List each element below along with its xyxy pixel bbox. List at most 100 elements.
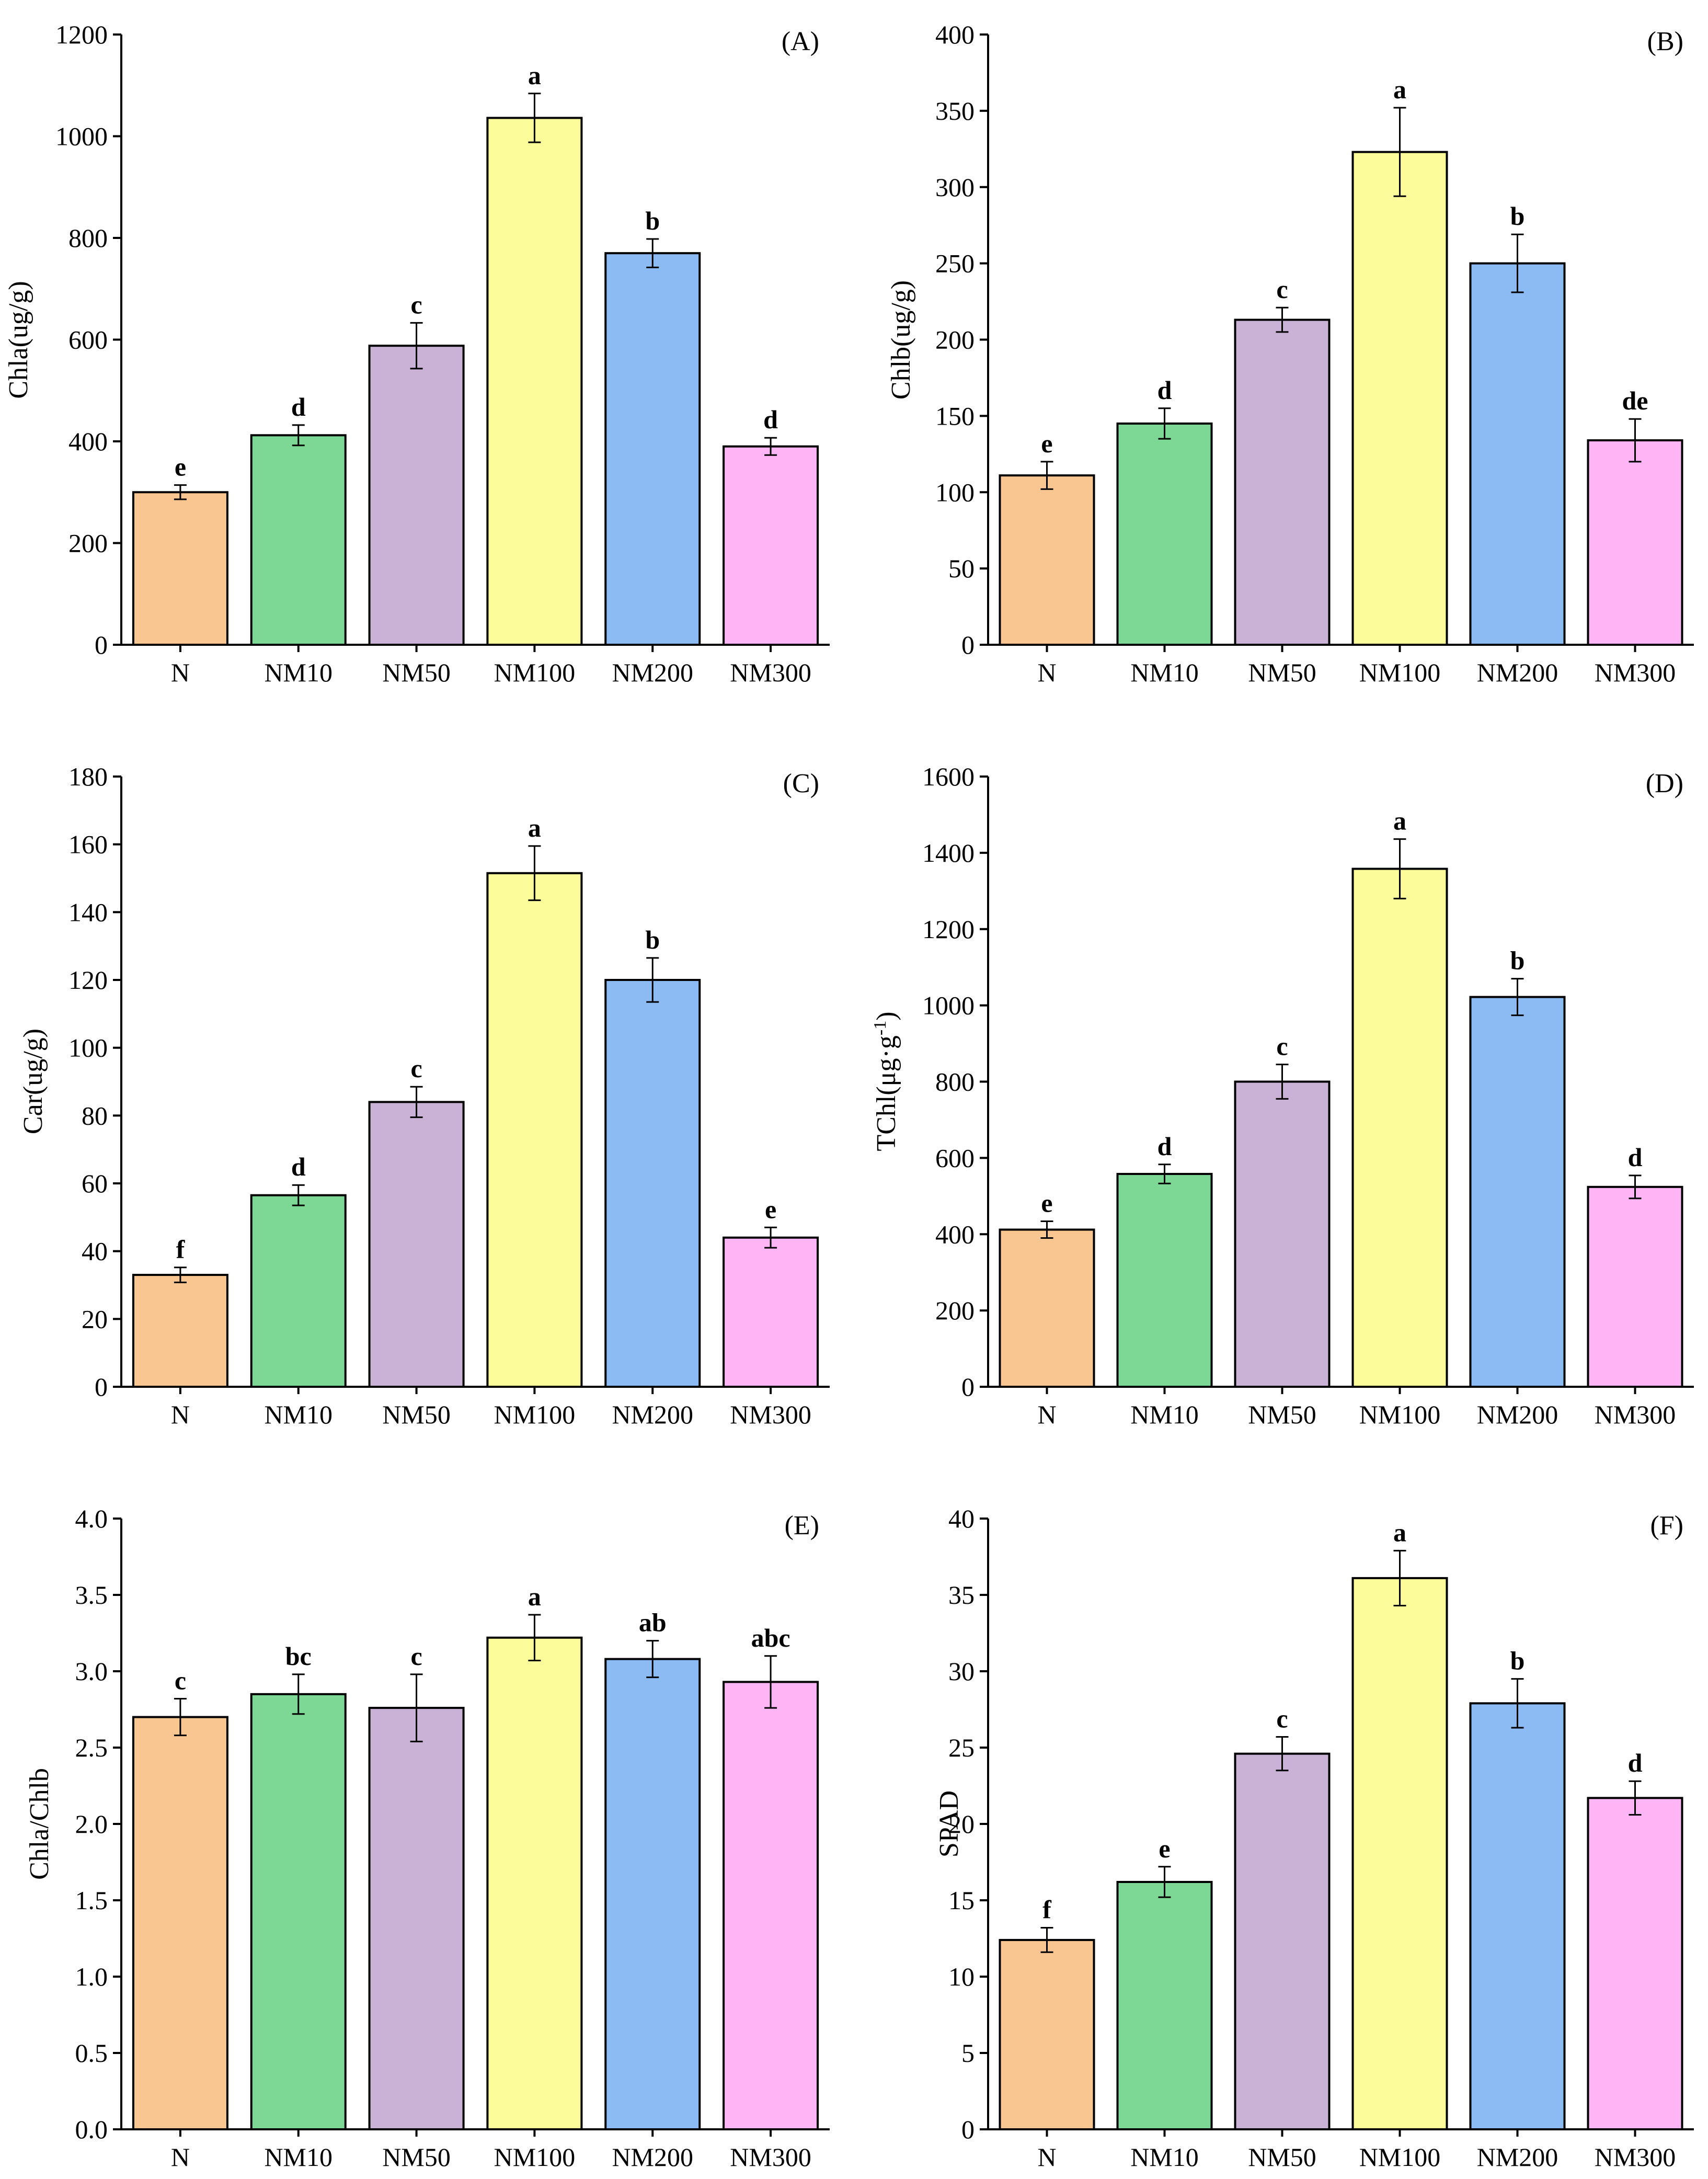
y-tick-label: 1.5	[75, 1886, 108, 1915]
significance-letter: c	[1276, 1704, 1288, 1733]
y-tick-label: 800	[935, 1067, 975, 1097]
bar-N	[132, 491, 228, 646]
bar-N	[132, 1716, 228, 2131]
significance-letter: e	[1159, 1834, 1170, 1863]
y-tick-label: 3.0	[75, 1657, 108, 1686]
x-tick-label: NM200	[612, 1400, 693, 1429]
panel-label: (F)	[1650, 1511, 1683, 1541]
y-axis-title: Car(ug/g)	[18, 1029, 48, 1134]
x-tick-label: N	[171, 658, 190, 687]
significance-letter: e	[175, 452, 186, 482]
y-axis-title: TChl(μg·g-1)	[870, 1011, 901, 1151]
x-tick-label: NM100	[1359, 1400, 1441, 1429]
x-tick-label: NM300	[1595, 2142, 1676, 2172]
y-tick-label: 600	[935, 1143, 975, 1172]
y-tick-label: 160	[68, 830, 108, 859]
significance-letter: b	[645, 925, 660, 954]
bar-NM200	[604, 1658, 701, 2130]
y-tick-label: 0	[961, 630, 975, 659]
y-tick-label: 350	[935, 96, 975, 126]
y-tick-label: 0	[95, 1372, 108, 1401]
y-tick-label: 50	[948, 554, 975, 583]
chart-panel-5: 0.0 0.5 1.0 1.5 2.0 2.5 3.0 3.5 4.0 c Nbc NM10 c NM50…	[25, 1504, 830, 2172]
y-tick-label: 100	[68, 1033, 108, 1063]
significance-letter: e	[765, 1194, 776, 1224]
bar-NM10	[1116, 1173, 1213, 1388]
significance-letter: bc	[285, 1641, 312, 1671]
x-tick-label: NM300	[730, 658, 811, 687]
x-tick-label: NM50	[382, 2142, 451, 2172]
y-tick-label: 4.0	[75, 1504, 108, 1533]
bar-NM300	[723, 445, 819, 646]
bar-NM300	[1587, 439, 1683, 646]
y-tick-label: 0	[95, 630, 108, 659]
bar-NM50	[1234, 318, 1331, 646]
significance-letter: de	[1622, 386, 1648, 415]
bar-NM10	[250, 1693, 347, 2131]
y-tick-label: 250	[935, 249, 975, 278]
chart-panel-2: 0 50 100 150 200 250 300 350 400 e Nd NM10 c NM50 a NM1…	[886, 20, 1694, 687]
bar-NM100	[486, 1636, 583, 2130]
significance-letter: a	[528, 1582, 541, 1611]
significance-letter: c	[410, 1641, 422, 1671]
x-tick-label: NM300	[1595, 1400, 1676, 1429]
y-axis-title: Chla/Chlb	[25, 1768, 54, 1880]
significance-letter: d	[291, 392, 306, 421]
y-tick-label: 1200	[55, 20, 108, 49]
y-tick-label: 2.0	[75, 1809, 108, 1839]
y-tick-label: 0.5	[75, 2038, 108, 2068]
bar-NM200	[1469, 996, 1566, 1388]
x-tick-label: NM50	[1248, 1400, 1316, 1429]
bar-NM100	[486, 872, 583, 1388]
y-tick-label: 20	[82, 1304, 108, 1333]
bar-NM200	[604, 252, 701, 646]
y-tick-label: 40	[948, 1504, 975, 1533]
significance-letter: f	[1042, 1895, 1052, 1924]
bar-NM200	[1469, 1702, 1566, 2131]
x-tick-label: NM50	[382, 1400, 451, 1429]
y-tick-label: 200	[68, 529, 108, 558]
x-tick-label: NM100	[494, 658, 576, 687]
y-axis-title-main: TChl(μg·g	[872, 1035, 901, 1151]
bar-NM10	[1116, 422, 1213, 646]
y-axis-title: Chlb(ug/g)	[886, 280, 916, 400]
x-tick-label: NM10	[264, 1400, 333, 1429]
y-tick-label: 10	[948, 1962, 975, 1991]
bar-NM50	[1234, 1080, 1331, 1388]
bar-N	[999, 474, 1095, 646]
significance-letter: b	[1510, 201, 1525, 231]
y-tick-label: 1600	[922, 762, 975, 791]
chart-panel-1: 0 200 400 600 800 1000 1200 e Nd NM10 c NM50 a NM100 b…	[4, 20, 830, 687]
bar-NM50	[368, 1101, 465, 1388]
y-tick-label: 0.0	[75, 2115, 108, 2144]
significance-letter: b	[1510, 946, 1525, 975]
x-tick-label: NM100	[494, 2142, 576, 2172]
significance-letter: a	[528, 813, 541, 842]
y-tick-label: 40	[82, 1237, 108, 1266]
significance-letter: b	[1510, 1646, 1525, 1675]
y-tick-label: 2.5	[75, 1733, 108, 1762]
y-tick-label: 200	[935, 1296, 975, 1325]
panel-label: (C)	[783, 769, 819, 798]
y-axis-title-main: Chla/Chlb	[25, 1768, 54, 1880]
y-tick-label: 80	[82, 1101, 108, 1130]
y-tick-label: 600	[68, 325, 108, 355]
x-tick-label: NM300	[730, 1400, 811, 1429]
y-tick-label: 120	[68, 965, 108, 995]
x-tick-label: NM100	[1359, 2142, 1441, 2172]
panel-label: (A)	[782, 27, 819, 56]
bar-NM50	[1234, 1752, 1331, 2130]
bar-NM300	[723, 1681, 819, 2130]
x-tick-label: NM100	[494, 1400, 576, 1429]
y-tick-label: 1000	[55, 122, 108, 151]
significance-letter: a	[1393, 1518, 1406, 1547]
panel-label: (E)	[785, 1511, 819, 1541]
bar-NM100	[1351, 868, 1448, 1388]
y-tick-label: 200	[935, 325, 975, 355]
y-axis-title-main: SPAD	[934, 1790, 964, 1857]
y-tick-label: 180	[68, 762, 108, 791]
y-tick-label: 25	[948, 1733, 975, 1762]
bar-NM10	[250, 434, 347, 646]
significance-letter: c	[1276, 275, 1288, 304]
x-tick-label: N	[171, 1400, 190, 1429]
